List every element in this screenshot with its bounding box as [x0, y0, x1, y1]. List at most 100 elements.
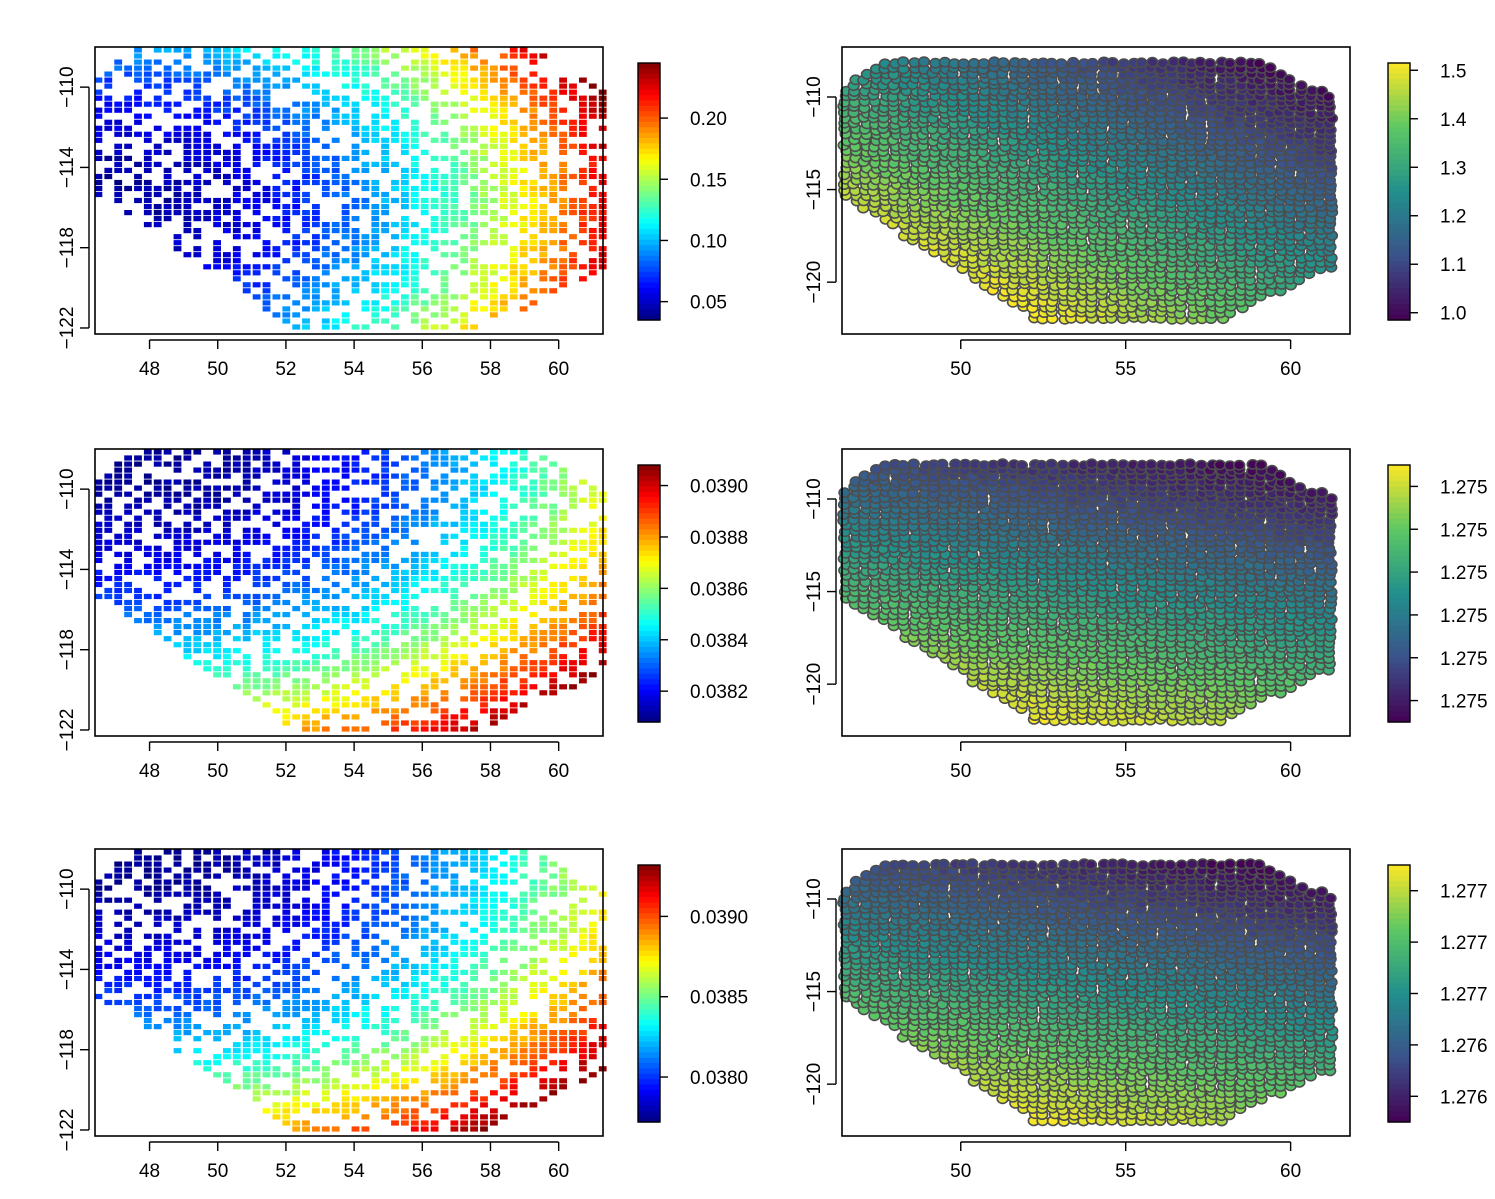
heatmap-cell [480, 131, 488, 137]
heatmap-cell [539, 527, 548, 533]
heatmap-cell [292, 240, 301, 246]
heatmap-cell [539, 557, 548, 563]
heatmap-cell [213, 204, 221, 210]
heatmap-cell [381, 59, 389, 65]
heatmap-cell [470, 191, 478, 198]
heatmap-cell [203, 53, 212, 59]
heatmap-cell [351, 581, 360, 588]
heatmap-cell [223, 71, 231, 77]
heatmap-cell [420, 551, 429, 557]
heatmap-cell [509, 149, 518, 155]
heatmap-cell [351, 467, 360, 473]
heatmap-cell [490, 143, 498, 149]
heatmap-cell [529, 240, 538, 246]
heatmap-cell [114, 161, 123, 167]
heatmap-cell [490, 479, 498, 485]
y-tick-label: −118 [57, 227, 78, 268]
colorbar-swatch [638, 127, 660, 134]
colorbar-swatch [1388, 223, 1410, 230]
heatmap-cell [134, 515, 142, 521]
colorbar-swatch [638, 261, 660, 268]
heatmap-cell [450, 618, 459, 624]
heatmap-cell [410, 276, 419, 282]
heatmap-cell [499, 539, 508, 545]
colorbar-swatch [638, 202, 660, 209]
heatmap-cell [124, 479, 132, 485]
heatmap-cell [183, 71, 192, 77]
heatmap-cell [549, 515, 558, 521]
heatmap-cell [104, 485, 113, 491]
heatmap-cell [242, 83, 251, 89]
heatmap-cell [282, 479, 291, 485]
colorbar-swatch [638, 550, 660, 557]
heatmap-cell [341, 509, 350, 515]
heatmap-cell [331, 654, 340, 660]
heatmap-cell [371, 185, 380, 192]
heatmap-cell [114, 563, 123, 569]
heatmap-cell [430, 557, 439, 563]
heatmap-cell [361, 300, 370, 306]
heatmap-cell [163, 204, 172, 210]
heatmap-cell [203, 575, 212, 582]
heatmap-cell [579, 660, 587, 666]
heatmap-cell [262, 155, 271, 161]
heatmap-cell [223, 630, 231, 636]
heatmap-cell [341, 119, 350, 125]
heatmap-cell [460, 545, 469, 551]
heatmap-cell [470, 210, 478, 216]
heatmap-cell [252, 563, 261, 569]
colorbar-swatch [638, 705, 660, 712]
heatmap-cell [203, 47, 212, 53]
y-tick-label: −114 [57, 146, 78, 188]
heatmap-cell [579, 210, 587, 216]
heatmap-cell [223, 252, 231, 258]
scatter-point [1322, 91, 1335, 103]
heatmap-cell [272, 270, 281, 276]
heatmap-cell [490, 282, 498, 288]
heatmap-cell [539, 167, 548, 173]
heatmap-cell [302, 593, 310, 600]
heatmap-cell [401, 612, 409, 618]
heatmap-cell [242, 173, 251, 180]
heatmap-cell [193, 210, 202, 216]
heatmap-cell [321, 726, 330, 732]
heatmap-cell [460, 246, 469, 252]
heatmap-cell [470, 324, 478, 330]
heatmap-cell [430, 113, 439, 119]
heatmap-cell [410, 59, 419, 65]
heatmap-cell [361, 95, 370, 101]
heatmap-cell [401, 83, 409, 89]
heatmap-cell [470, 264, 478, 270]
heatmap-cell [262, 149, 271, 155]
heatmap-cell [292, 515, 301, 521]
heatmap-cell [351, 228, 360, 234]
heatmap-cell [549, 95, 558, 101]
heatmap-cell [529, 569, 538, 575]
heatmap-cell [124, 521, 132, 527]
heatmap-cell [470, 720, 478, 726]
heatmap-cell [351, 155, 360, 161]
colorbar-swatch [638, 175, 660, 182]
heatmap-cell [509, 167, 518, 173]
heatmap-cell [104, 503, 113, 509]
heatmap-cell [134, 545, 142, 551]
heatmap-cell [460, 312, 469, 318]
heatmap-cell [312, 216, 320, 222]
heatmap-cell [410, 606, 419, 612]
heatmap-cell [391, 660, 399, 666]
heatmap-cell [232, 509, 241, 515]
heatmap-cell [292, 77, 301, 83]
heatmap-cell [193, 228, 202, 234]
heatmap-cell [519, 222, 528, 228]
heatmap-cell [153, 624, 162, 630]
heatmap-cell [114, 167, 123, 173]
colorbar-tick-label: 1.3 [1440, 158, 1466, 179]
heatmap-cell [321, 89, 330, 95]
heatmap-cell [450, 587, 459, 594]
heatmap-cell [569, 125, 577, 131]
heatmap-cell [203, 167, 212, 173]
heatmap-cell [321, 467, 330, 473]
heatmap-cell [440, 708, 449, 714]
heatmap-cell [252, 179, 261, 186]
colorbar-tick-label: 0.0388 [690, 528, 748, 549]
